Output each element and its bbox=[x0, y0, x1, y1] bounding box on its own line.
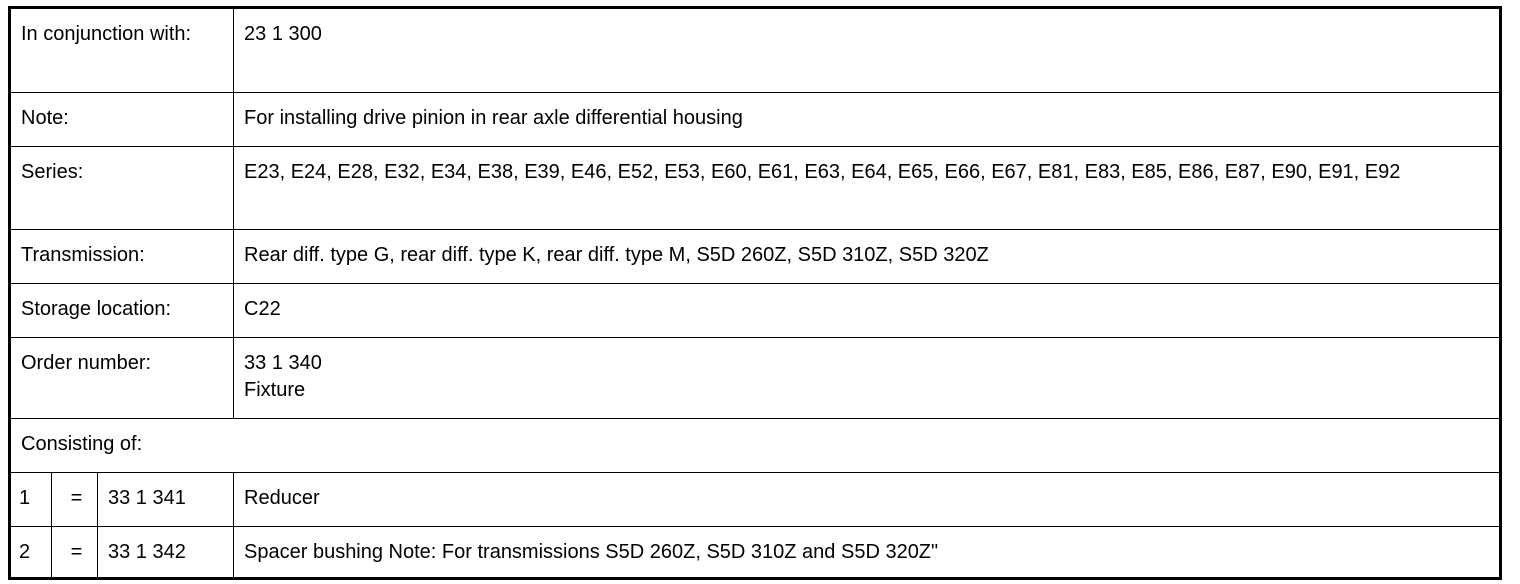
value-cell: For installing drive pinion in rear axle… bbox=[233, 92, 1501, 147]
tool-table: In conjunction with: 23 1 300 Note: For ins… bbox=[8, 6, 1502, 580]
row: Storage location: C22 bbox=[8, 283, 1501, 338]
label: Series: bbox=[21, 161, 84, 183]
item-sign: = bbox=[51, 472, 98, 527]
label-cell: Series: bbox=[8, 146, 235, 230]
row: Transmission: Rear diff. type G, rear dif… bbox=[8, 229, 1501, 284]
value-line: For installing drive pinion in rear axle… bbox=[244, 107, 743, 129]
label: Order number: bbox=[21, 352, 152, 374]
label: Transmission: bbox=[21, 244, 145, 266]
value-cell: C22 bbox=[233, 283, 1501, 338]
value-line: Rear diff. type G, rear diff. type K, re… bbox=[244, 244, 989, 266]
value-cell: Rear diff. type G, rear diff. type K, re… bbox=[233, 229, 1501, 284]
row: In conjunction with: 23 1 300 bbox=[8, 7, 1501, 93]
part-number: 33 1 342 bbox=[96, 526, 235, 579]
label-cell: Order number: bbox=[8, 337, 235, 419]
label-cell: Transmission: bbox=[8, 229, 235, 284]
value-cell: 23 1 300 bbox=[233, 7, 1501, 93]
part-number: 33 1 341 bbox=[96, 472, 235, 527]
label-cell: Note: bbox=[8, 92, 235, 147]
item-number: 2 bbox=[9, 526, 52, 579]
section-heading: Consisting of: bbox=[9, 418, 1501, 473]
value-line: Fixture bbox=[244, 379, 306, 401]
value-line: E23, E24, E28, E32, E34, E38, E39, E46, … bbox=[244, 161, 1401, 183]
label-cell: Storage location: bbox=[8, 283, 235, 338]
value-line: 23 1 300 bbox=[244, 23, 322, 45]
part-row: 1 = 33 1 341 Reducer bbox=[9, 472, 1501, 527]
value-line: 33 1 340 bbox=[244, 352, 322, 374]
value-cell: E23, E24, E28, E32, E34, E38, E39, E46, … bbox=[233, 146, 1501, 230]
row: Series: E23, E24, E28, E32, E34, E38, E39… bbox=[8, 146, 1501, 230]
row: Order number: 33 1 340 Fixture bbox=[8, 337, 1501, 419]
row: Consisting of: bbox=[9, 418, 1501, 473]
part-row: 2 = 33 1 342 Spacer bushing Note: For trans… bbox=[9, 526, 1501, 579]
part-description: Spacer bushing Note: For transmissions S… bbox=[233, 526, 1501, 579]
item-sign: = bbox=[51, 526, 98, 579]
label-cell: In conjunction with: bbox=[8, 7, 235, 93]
row: Note: For installing drive pinion in rear… bbox=[8, 92, 1501, 147]
label: In conjunction with: bbox=[21, 23, 192, 45]
part-description: Reducer bbox=[233, 472, 1501, 527]
label: Storage location: bbox=[21, 298, 172, 320]
item-number: 1 bbox=[9, 472, 52, 527]
label: Note: bbox=[21, 107, 69, 129]
value-cell: 33 1 340 Fixture bbox=[233, 337, 1501, 419]
value-line: C22 bbox=[244, 298, 281, 320]
table-body: In conjunction with: 23 1 300 Note: For ins… bbox=[8, 7, 1501, 579]
